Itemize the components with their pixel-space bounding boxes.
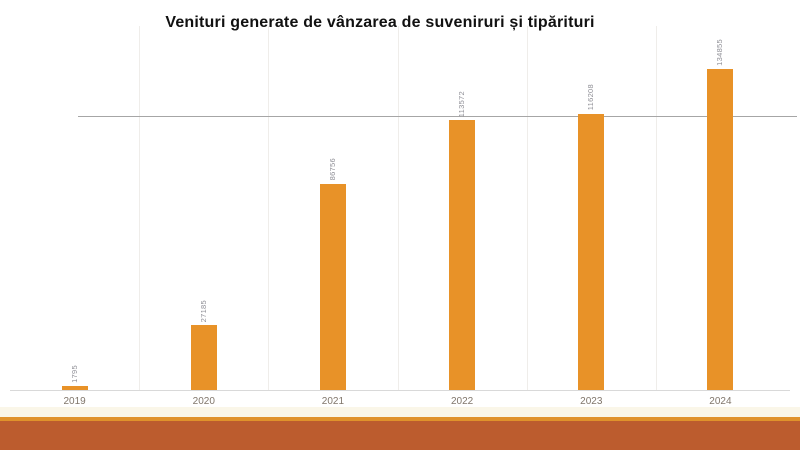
bar-value-label: 27185 — [198, 299, 208, 323]
bar — [578, 113, 605, 390]
chart-title: Venituri generate de vânzarea de suvenir… — [165, 14, 595, 31]
x-axis-label: 2021 — [321, 396, 345, 407]
reference-line — [78, 116, 797, 118]
footer-stripe-accent — [0, 417, 800, 421]
gridline — [655, 26, 657, 391]
gridline — [526, 26, 528, 391]
bar-value-label: 1795 — [69, 364, 79, 383]
x-axis-label: 2020 — [192, 396, 215, 407]
x-axis-label: 2023 — [580, 396, 603, 407]
bar — [707, 69, 734, 390]
gridline — [397, 26, 399, 391]
bar — [449, 119, 476, 390]
bar-value-label: 113572 — [457, 90, 467, 117]
x-axis-label: 2019 — [63, 396, 86, 407]
gridline — [268, 26, 270, 391]
footer-band — [0, 421, 800, 450]
x-axis-label: 2024 — [709, 396, 732, 407]
bar — [319, 183, 346, 390]
bar — [190, 325, 217, 390]
footer-background — [0, 407, 800, 417]
bar-value-label: 86756 — [327, 158, 337, 181]
plot-area: 1795 2019 27185 2020 86756 2021 113572 2022 1162… — [10, 26, 797, 407]
bar-value-label: 134855 — [715, 39, 725, 67]
chart-area: Venituri generate de vânzarea de suvenir… — [10, 14, 797, 407]
bar-value-label: 116208 — [586, 84, 596, 111]
x-axis-label: 2022 — [450, 396, 474, 407]
bar — [61, 385, 88, 390]
gridline — [139, 26, 141, 391]
x-axis-line — [10, 390, 790, 391]
